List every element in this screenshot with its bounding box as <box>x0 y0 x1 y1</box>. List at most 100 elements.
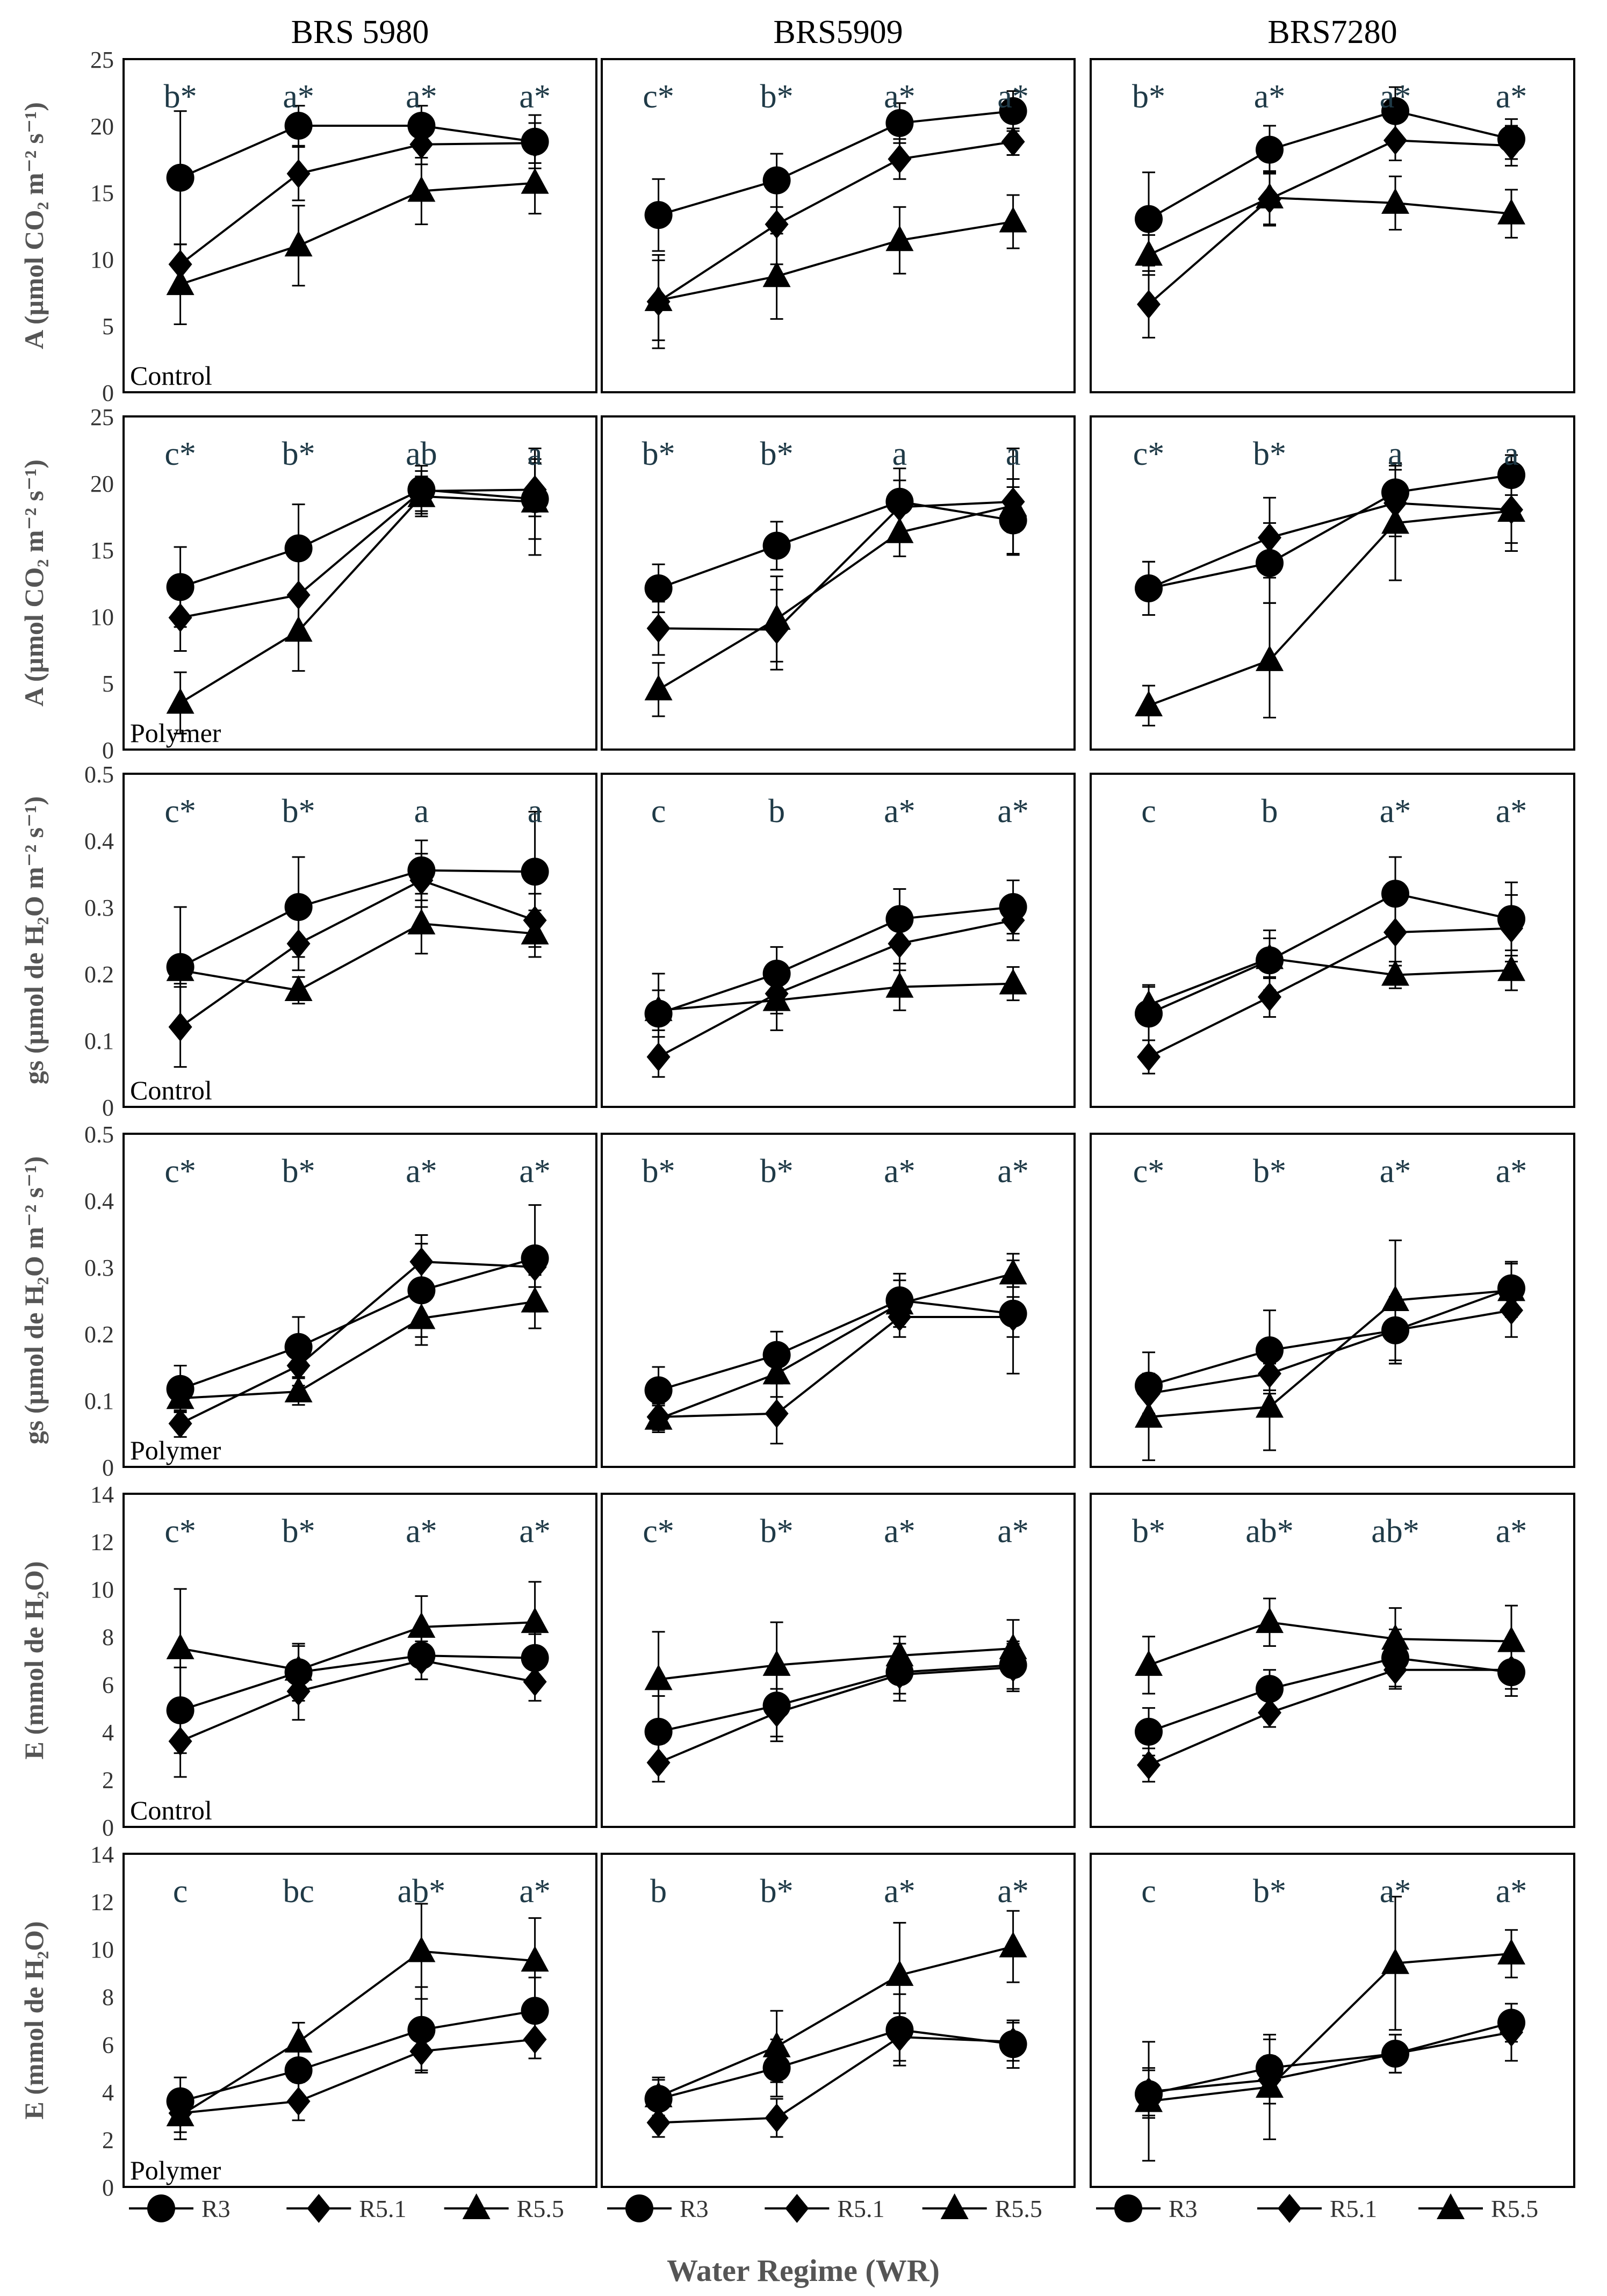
significance-label: c* <box>164 793 196 830</box>
y-tick-row-0-1: 5 <box>102 313 114 340</box>
data-point <box>523 2025 547 2054</box>
y-tick-row-4-1: 2 <box>102 1767 114 1793</box>
significance-label: a <box>1006 436 1021 472</box>
data-point <box>407 909 436 934</box>
significance-label: a* <box>884 1513 916 1550</box>
series-line <box>1148 1289 1512 1418</box>
panel-frame <box>122 1133 597 1468</box>
significance-label: a <box>892 436 907 472</box>
panel-frame <box>1090 773 1575 1108</box>
series-line <box>658 500 1013 589</box>
data-point <box>1135 1402 1163 1428</box>
panel-frame <box>601 1853 1076 2188</box>
series-R5.5 <box>1135 170 1525 276</box>
data-point <box>1381 1624 1409 1650</box>
y-tick-row-4-5: 10 <box>90 1577 114 1603</box>
legend-label-R5.1: R5.1 <box>837 2195 884 2222</box>
significance-label: a* <box>283 78 314 115</box>
data-point <box>762 985 791 1011</box>
data-point <box>1381 1948 1409 1974</box>
data-point <box>644 2081 673 2107</box>
y-tick-row-5-4: 8 <box>102 1984 114 2011</box>
legend-marker-R3 <box>147 2194 175 2222</box>
significance-label: a* <box>997 78 1029 115</box>
y-tick-row-1-2: 10 <box>90 604 114 630</box>
y-tick-row-4-2: 4 <box>102 1719 114 1746</box>
data-point <box>521 1286 549 1313</box>
y-tick-row-2-4: 0.4 <box>84 828 114 854</box>
significance-label: ab* <box>398 1873 446 1910</box>
legend-marker-R5.5 <box>462 2193 491 2219</box>
data-point <box>644 285 673 311</box>
legend-marker-R5.1 <box>785 2194 809 2223</box>
data-point <box>765 1698 789 1728</box>
significance-label: a* <box>1380 78 1411 115</box>
y-tick-row-3-3: 0.3 <box>84 1255 114 1281</box>
significance-label: a* <box>884 1873 916 1910</box>
data-point <box>521 168 549 194</box>
panel-row-4-col-0: c* b* a* a* Control <box>122 1493 597 1828</box>
significance-label: b* <box>282 1153 315 1190</box>
y-tick-row-2-2: 0.2 <box>84 961 114 988</box>
data-point <box>644 574 673 602</box>
data-point <box>1256 182 1284 208</box>
data-point <box>999 97 1027 125</box>
series-R3 <box>1135 856 1525 1041</box>
series-R5.5 <box>1135 937 1525 1026</box>
significance-label: b* <box>760 1153 794 1190</box>
y-tick-row-4-7: 14 <box>90 1481 114 1508</box>
series-R5.5 <box>644 1619 1027 1728</box>
series-line <box>1148 110 1512 220</box>
significance-label: a <box>528 436 543 472</box>
panel-frame <box>1090 1493 1575 1828</box>
panel-row-5-col-2: c b* a* a* <box>1090 1853 1575 2188</box>
series-line <box>179 1257 536 1390</box>
significance-label: a <box>414 793 429 830</box>
legend-col-2: R3 R5.1 R5.5 <box>1096 2193 1538 2223</box>
data-point <box>407 2016 436 2044</box>
treatment-label: Control <box>130 1795 212 1825</box>
data-point <box>284 534 313 563</box>
significance-label: b* <box>1253 436 1286 472</box>
series-R5.1 <box>168 1234 547 1438</box>
significance-label: b <box>768 793 785 830</box>
significance-label: a* <box>884 78 916 115</box>
series-line <box>658 140 1013 303</box>
panel-frame <box>1090 58 1575 393</box>
data-point <box>762 1650 791 1676</box>
data-point <box>1256 2072 1284 2098</box>
significance-label: a* <box>1380 1153 1411 1190</box>
y-tick-row-3-5: 0.5 <box>84 1121 114 1148</box>
significance-label: c* <box>643 78 674 115</box>
series-line <box>1148 1953 1512 2103</box>
series-R3 <box>644 467 1027 614</box>
series-R3 <box>644 90 1027 252</box>
data-point <box>284 975 313 1001</box>
series-R5.1 <box>168 462 547 652</box>
series-R3 <box>166 1976 549 2126</box>
y-tick-row-2-3: 0.3 <box>84 895 114 921</box>
legend-label-R5.1: R5.1 <box>359 2195 406 2222</box>
panel-frame <box>122 1853 597 2188</box>
significance-label: b* <box>1253 1873 1286 1910</box>
series-line <box>1148 1668 1511 1766</box>
data-point <box>286 159 311 189</box>
data-point <box>166 955 194 981</box>
panel-frame <box>122 58 597 393</box>
data-point <box>521 858 549 886</box>
data-point <box>166 688 194 714</box>
significance-label: a* <box>1380 793 1411 830</box>
series-line <box>179 488 535 588</box>
data-point <box>999 491 1027 517</box>
series-line <box>180 2038 535 2114</box>
significance-label: b* <box>1253 1153 1286 1190</box>
treatment-label: Polymer <box>130 1435 221 1465</box>
legend-row: R3 R5.1 R5.5 R3 R5.1 R5.5 R3 R5.1 R5.5 <box>129 2193 1538 2223</box>
series-line <box>658 1666 1013 1764</box>
series-R5.5 <box>1135 1896 1525 2162</box>
data-point <box>1135 1717 1163 1746</box>
series-R5.1 <box>1137 894 1523 1075</box>
data-point <box>885 225 914 251</box>
treatment-label: Control <box>130 361 212 391</box>
